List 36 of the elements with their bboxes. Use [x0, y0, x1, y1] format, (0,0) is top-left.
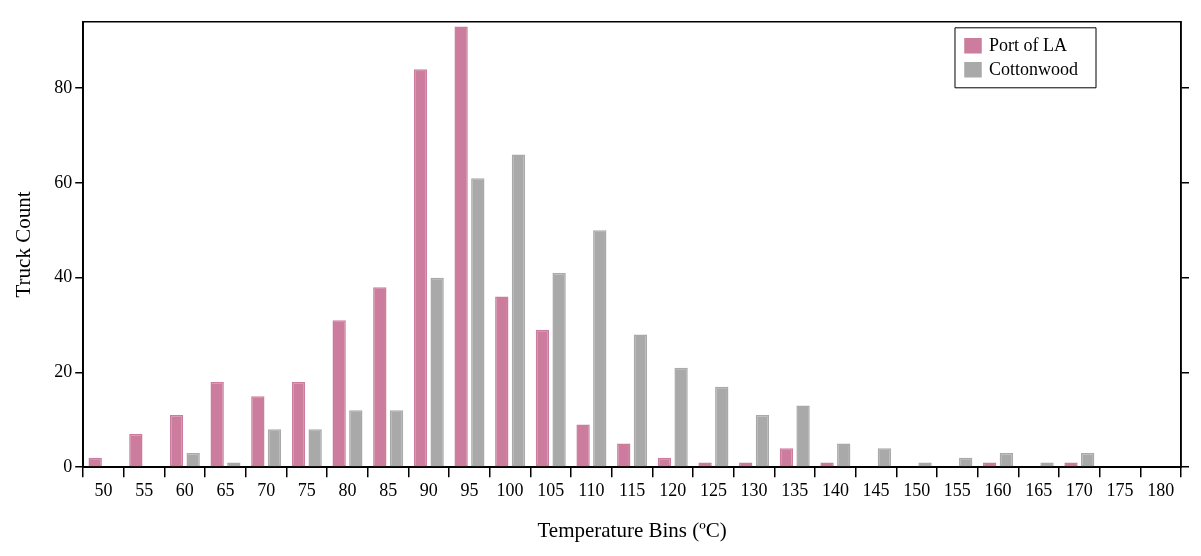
x-tick-label: 105 [537, 479, 565, 500]
x-tick-label: 55 [135, 479, 154, 500]
y-tick-label: 0 [63, 455, 73, 476]
y-axis-title: Truck Count [11, 191, 36, 298]
y-tick-label: 80 [54, 76, 73, 97]
x-tick-label: 125 [699, 479, 727, 500]
x-tick-label: 165 [1025, 479, 1053, 500]
x-tick-label: 85 [379, 479, 398, 500]
y-tick-label: 60 [54, 171, 73, 192]
x-tick-label: 70 [257, 479, 276, 500]
x-axis-title: Temperature Bins (ºC) [537, 517, 727, 542]
x-tick-label: 95 [460, 479, 479, 500]
x-tick-label: 90 [419, 479, 438, 500]
x-tick-label: 140 [821, 479, 849, 500]
x-tick-label: 110 [578, 479, 605, 500]
y-tick-label: 40 [54, 266, 73, 287]
x-tick-label: 160 [984, 479, 1012, 500]
legend-label: Cottonwood [988, 58, 1079, 79]
x-tick-label: 100 [496, 479, 524, 500]
legend-label: Port of LA [988, 34, 1067, 55]
x-tick-label: 155 [943, 479, 971, 500]
x-tick-label: 135 [781, 479, 809, 500]
x-tick-label: 175 [1106, 479, 1134, 500]
x-tick-label: 120 [659, 479, 687, 500]
x-tick-label: 60 [175, 479, 194, 500]
x-tick-label: 150 [903, 479, 931, 500]
x-tick-label: 180 [1147, 479, 1175, 500]
x-tick-label: 50 [94, 479, 113, 500]
x-tick-label: 75 [297, 479, 316, 500]
x-tick-label: 80 [338, 479, 357, 500]
x-tick-label: 65 [216, 479, 235, 500]
x-tick-label: 130 [740, 479, 768, 500]
x-tick-label: 115 [618, 479, 646, 500]
x-tick-label: 145 [862, 479, 890, 500]
x-tick-label: 170 [1065, 479, 1093, 500]
y-tick-label: 20 [54, 361, 73, 382]
